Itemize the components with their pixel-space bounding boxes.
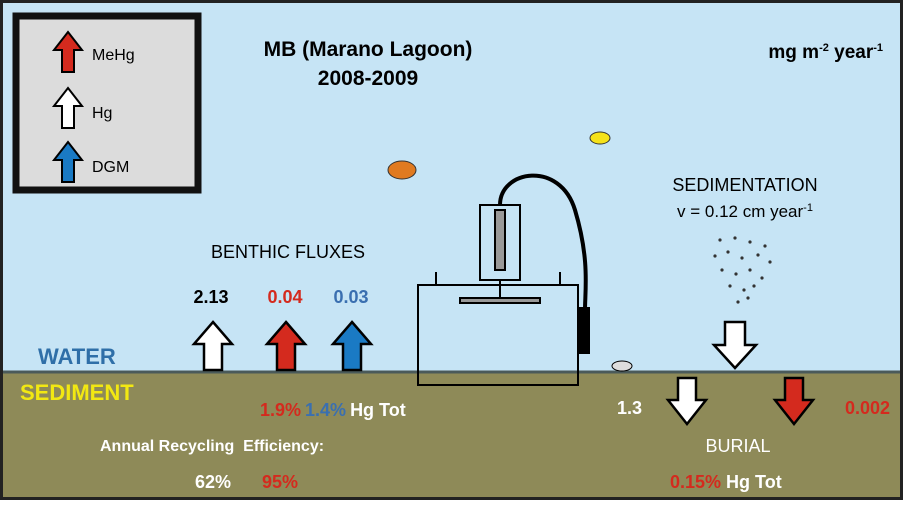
sediment-label: SEDIMENT [20,380,134,405]
flux-value: 2.13 [193,287,228,307]
pct-label: Hg Tot [350,400,406,420]
burial-arrow [772,376,816,427]
recycling-label: Annual Recycling Efficiency: [100,438,324,455]
pct: 1.4% [305,400,346,420]
water-label: WATER [38,344,116,369]
legend-label: DGM [92,159,129,176]
units-base: mg m [768,42,819,63]
legend-arrows [51,30,85,183]
benthic-label: BENTHIC FLUXES [211,242,365,262]
fish-icon [387,160,417,180]
legend-label: Hg [92,105,112,122]
flux-value: 0.03 [333,287,368,307]
recycling-value: 95% [262,472,298,492]
title: 2008-2009 [318,67,418,90]
pct: 1.9% [260,400,301,420]
sedimentation-arrow [711,320,759,370]
pct: 0.15% [670,472,721,492]
units-mid: year [829,42,874,63]
hgtot-line: 1.9% 1.4% Hg Tot [260,400,406,420]
legend-box [12,12,202,194]
legend-label: MeHg [92,47,135,64]
recycling-value: 62% [195,472,231,492]
burial-arrow [665,376,709,427]
burial-value: 0.002 [845,398,890,418]
rate: v = 0.12 cm year [677,202,803,221]
fish-icon [589,131,611,145]
sedimentation-label: SEDIMENTATION [672,175,817,195]
sedimentation-rate: v = 0.12 cm year-1 [677,202,813,221]
rate-exp: -1 [803,202,813,214]
title: MB (Marano Lagoon) [264,38,473,61]
benthic-chamber [417,173,590,386]
flux-arrows [191,320,374,372]
burial-pct-line: 0.15% Hg Tot [670,472,782,492]
pct-label: Hg Tot [726,472,782,492]
shell-icon [611,360,633,372]
flux-value: 0.04 [267,287,302,307]
units-exp: -1 [873,42,883,54]
burial-value: 1.3 [617,398,642,418]
burial-label: BURIAL [705,436,770,456]
sediment-area [0,372,903,500]
particles [713,236,772,304]
units: mg m-2 year-1 [768,42,883,63]
units-exp: -2 [819,42,829,54]
